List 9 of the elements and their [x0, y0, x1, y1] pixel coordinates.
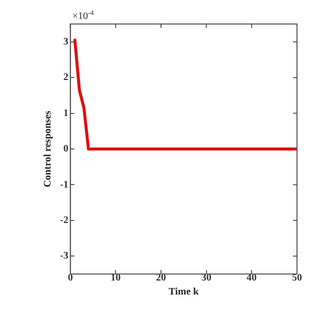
y-axis-title: Control responses	[42, 110, 54, 188]
y-tick-label: 0	[63, 144, 68, 155]
x-axis-title: Time k	[168, 286, 200, 298]
y-tick-label: -3	[60, 250, 68, 262]
y-tick-label: 2	[63, 72, 68, 84]
y-tick-label: 3	[63, 36, 68, 48]
y-tick-label: -1	[60, 179, 68, 190]
y-tick-label: 1	[63, 108, 68, 119]
y-tick-label: -2	[60, 215, 68, 226]
